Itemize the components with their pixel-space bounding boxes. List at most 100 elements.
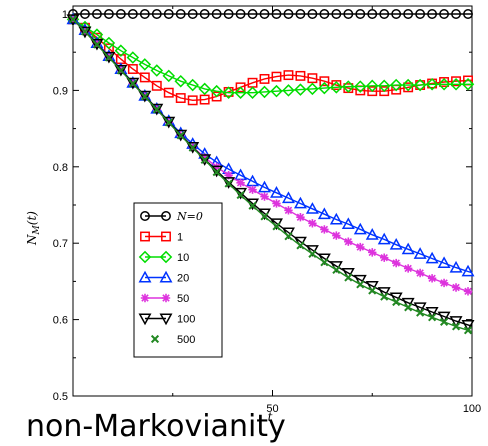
y-tick-label: 1 [62,9,68,21]
data-point [115,9,126,19]
data-point [330,81,343,94]
data-point [211,91,222,102]
data-point [401,297,415,310]
data-point [331,9,342,19]
data-point [127,9,138,19]
data-point [415,268,425,278]
data-point [281,191,295,204]
data-point [428,313,437,322]
data-point [413,302,427,315]
data-point [272,199,281,208]
legend-label: 500 [177,334,195,346]
series-layer [66,9,475,335]
data-point [104,53,113,62]
data-point [365,281,379,293]
data-point [449,78,463,91]
data-point [449,260,463,273]
data-point [344,273,353,282]
data-point [139,9,150,19]
data-point [272,222,281,231]
x-tick-label: 100 [463,403,481,415]
x-axis-label: t [268,410,273,424]
data-point [161,211,171,221]
data-point [200,155,209,164]
data-point [138,313,152,326]
data-point [308,249,317,258]
data-point [139,72,150,83]
data-point [317,207,331,220]
data-point [413,247,427,259]
data-point [319,76,330,87]
data-point [222,86,235,99]
data-point [162,116,176,129]
data-point [367,86,378,97]
data-point [437,311,451,324]
data-point [437,78,451,91]
data-point [224,179,233,188]
data-point [308,219,317,228]
data-point [66,14,80,27]
data-point [389,78,403,92]
series-100 [66,14,475,332]
legend-item: 100 [138,313,195,326]
data-point [380,292,389,301]
data-point [463,9,473,19]
data-point [283,70,294,81]
data-point [174,129,188,142]
data-point [186,141,200,154]
data-point [401,78,415,92]
data-point [138,90,152,103]
series-line [72,18,472,94]
data-point [306,82,319,96]
data-point [224,171,233,180]
data-point [102,36,116,50]
legend-item: 20 [138,270,189,285]
data-point [140,92,149,101]
data-point [200,153,209,162]
data-point [451,283,461,292]
data-point [140,293,150,303]
data-point [223,9,234,19]
data-point [416,308,425,317]
data-point [451,322,461,331]
data-point [80,27,90,36]
data-point [379,9,390,19]
data-point [451,9,461,19]
data-point [329,212,343,225]
data-point [319,9,330,19]
data-point [187,9,198,19]
data-point [150,64,164,77]
legend-label: 10 [177,252,189,264]
y-tick-label: 0.8 [53,162,68,174]
data-point [295,9,306,19]
data-point [114,44,128,57]
data-point [391,9,402,19]
data-point [451,76,461,87]
legend-item: 500 [150,334,195,346]
data-point [199,94,210,105]
data-point [320,258,329,267]
series-20 [66,12,475,277]
data-point [282,84,295,97]
data-point [341,268,355,280]
data-point [440,317,449,326]
data-point [128,79,137,88]
data-point [401,242,415,255]
data-point [258,180,271,193]
data-point [344,237,353,246]
data-point [368,286,377,295]
data-point [116,66,125,75]
data-point [248,185,257,194]
y-tick-label: 0.7 [53,238,68,250]
data-point [198,154,212,166]
legend: N=0 1 10 20 50 100 500 [133,202,223,358]
series-line [72,18,473,333]
data-point [161,231,171,242]
y-tick-label: 0.9 [53,85,68,97]
data-point [353,274,367,287]
data-point [427,9,438,19]
data-point [260,212,269,221]
data-point [103,9,114,19]
data-point [367,9,378,19]
